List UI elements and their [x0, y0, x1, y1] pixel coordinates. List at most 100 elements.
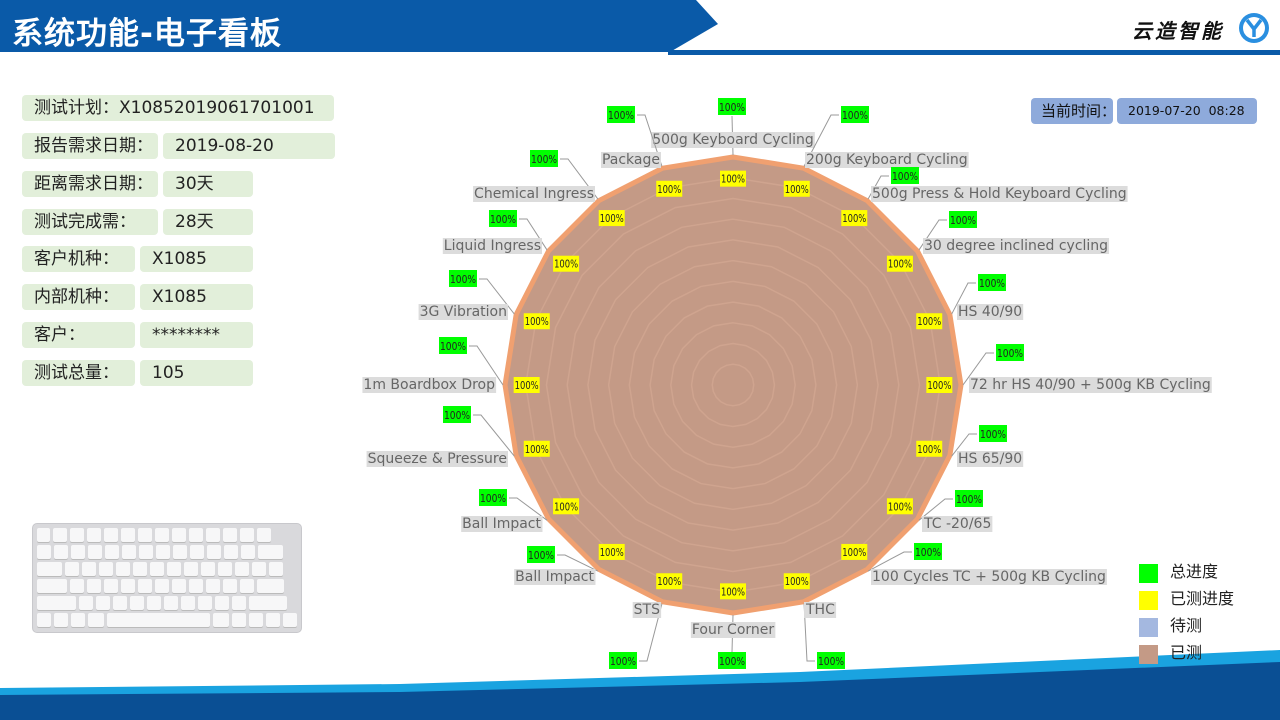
radar-ring: [566, 218, 900, 552]
keyboard-key: [37, 596, 76, 610]
total-progress-label: 100%: [915, 546, 941, 559]
axis-label-group: THC: [804, 602, 837, 618]
keyboard-key: [240, 528, 254, 542]
keyboard-key: [138, 579, 152, 593]
total-progress-marker: [530, 150, 558, 167]
keyboard-key: [249, 613, 264, 627]
keyboard-row: [37, 528, 297, 542]
keyboard-key: [104, 528, 118, 542]
keyboard-key: [121, 579, 135, 593]
total-progress-label: 100%: [610, 655, 636, 668]
total-progress-label: 100%: [450, 273, 476, 286]
tested-progress-label: 100%: [657, 184, 681, 196]
keyboard-key: [116, 562, 130, 576]
tested-progress-marker: [553, 498, 580, 515]
axis-label-group: Squeeze & Pressure: [366, 451, 508, 467]
keyboard-key: [54, 545, 68, 559]
axis-label: 72 hr HS 40/90 + 500g KB Cycling: [970, 377, 1211, 393]
keyboard-key: [184, 562, 198, 576]
tested-progress-marker: [523, 440, 550, 457]
keyboard-key: [37, 528, 50, 542]
current-time-value: 2019-07-20 08:28: [1117, 98, 1257, 124]
total-progress-marker: [607, 106, 635, 123]
keyboard-key: [113, 596, 127, 610]
leader-line: [509, 497, 548, 521]
axis-label-background: [362, 377, 497, 393]
radar-ring: [545, 197, 921, 573]
keyboard-key: [87, 579, 101, 593]
axis-label: Package: [602, 152, 660, 168]
keyboard-key: [223, 528, 237, 542]
keyboard-key: [70, 579, 84, 593]
keyboard-key: [53, 613, 68, 627]
keyboard-key: [37, 579, 67, 593]
keyboard-key: [156, 545, 170, 559]
leader-line: [557, 554, 599, 572]
total-progress-marker: [979, 425, 1007, 442]
keyboard-key: [155, 579, 169, 593]
keyboard-row: [37, 545, 297, 559]
axis-label-background: [957, 451, 1024, 467]
tested-progress-label: 100%: [785, 576, 809, 588]
radar-ring: [670, 322, 796, 448]
keyboard-image: [32, 523, 302, 633]
keyboard-key: [173, 545, 187, 559]
total-progress-label: 100%: [608, 109, 634, 122]
current-time-label: 当前时间：: [1031, 98, 1116, 124]
tested-progress-label: 100%: [888, 501, 912, 513]
axis-label: Four Corner: [692, 622, 775, 638]
keyboard-key: [167, 562, 181, 576]
leader-line: [479, 278, 515, 315]
keyboard-key: [240, 579, 254, 593]
info-value: X10852019061701001: [119, 98, 315, 118]
info-row-7: 测试总量：: [22, 360, 135, 386]
radar-ring: [607, 259, 859, 511]
axis-label-background: [871, 186, 1128, 202]
keyboard-key: [37, 562, 62, 576]
keyboard-key: [87, 528, 101, 542]
tested-progress-label: 100%: [515, 380, 539, 392]
keyboard-key: [206, 528, 220, 542]
keyboard-key: [37, 545, 51, 559]
leader-line: [469, 345, 504, 386]
axis-label: 30 degree inclined cycling: [924, 238, 1108, 254]
tested-progress-label: 100%: [721, 174, 745, 186]
radar-ring: [628, 280, 838, 490]
keyboard-row: [37, 562, 297, 576]
total-progress-label: 100%: [892, 170, 918, 183]
leader-line: [867, 551, 912, 572]
leader-line: [918, 498, 953, 521]
total-progress-label: 100%: [480, 492, 506, 505]
tested-progress-label: 100%: [554, 259, 578, 271]
tested-progress-label: 100%: [525, 444, 549, 456]
axis-label-group: Ball Impact: [514, 569, 596, 585]
keyboard-key: [189, 579, 203, 593]
tested-progress-marker: [783, 573, 810, 590]
info-label: 内部机种：: [34, 287, 119, 307]
info-value: X1085: [140, 284, 253, 310]
tested-progress-marker: [841, 210, 868, 227]
total-progress-label: 100%: [950, 214, 976, 227]
axis-label: Chemical Ingress: [474, 186, 594, 202]
axis-label: 3G Vibration: [420, 304, 507, 320]
axis-label-group: HS 65/90: [957, 451, 1024, 467]
brand-logo-icon: [1239, 13, 1269, 43]
keyboard-key: [249, 596, 287, 610]
axis-label: 500g Press & Hold Keyboard Cycling: [872, 186, 1127, 202]
keyboard-key: [147, 596, 161, 610]
axis-label-background: [473, 186, 595, 202]
keyboard-key: [215, 596, 229, 610]
keyboard-key: [107, 613, 210, 627]
tested-progress-marker: [598, 210, 625, 227]
total-progress-label: 100%: [531, 153, 557, 166]
keyboard-key: [79, 596, 93, 610]
legend-label: 已测进度: [1170, 589, 1235, 608]
axis-label: 200g Keyboard Cycling: [806, 152, 968, 168]
keyboard-key: [283, 613, 297, 627]
keyboard-row: [37, 596, 297, 610]
total-progress-label: 100%: [528, 549, 554, 562]
legend-swatch: [1139, 645, 1158, 664]
tested-progress-label: 100%: [600, 547, 624, 559]
tested-progress-label: 100%: [917, 316, 941, 328]
